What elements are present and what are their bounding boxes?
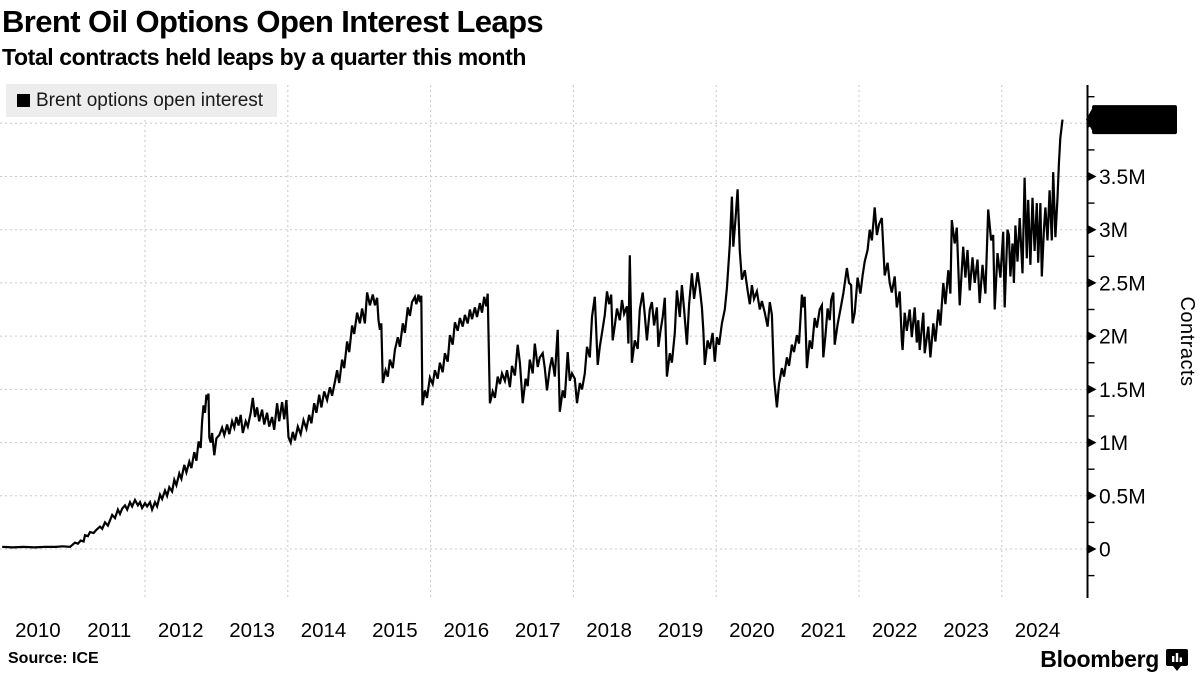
y-major-tick [1088, 278, 1097, 288]
callout-box [1092, 105, 1177, 135]
x-tick-label: 2011 [87, 619, 131, 642]
page-subtitle: Total contracts held leaps by a quarter … [2, 44, 527, 70]
x-tick-label: 2024 [1015, 619, 1061, 642]
y-major-tick [1088, 438, 1097, 448]
legend-swatch-icon [17, 94, 30, 107]
y-tick-label: 0 [1099, 539, 1111, 562]
legend-label: Brent options open interest [36, 89, 264, 111]
brand-wordmark: Bloomberg [1040, 646, 1159, 672]
y-major-tick [1088, 544, 1097, 554]
y-tick-label: 2M [1099, 326, 1128, 349]
y-tick-label: 1M [1099, 432, 1128, 455]
y-tick-label: 3.5M [1099, 166, 1146, 189]
y-axis-title: Contracts [1176, 296, 1198, 386]
y-major-tick [1088, 331, 1097, 341]
x-tick-label: 2016 [443, 619, 489, 642]
y-tick-label: 1.5M [1099, 379, 1146, 402]
x-tick-label: 2021 [800, 619, 846, 642]
y-major-tick [1088, 384, 1097, 394]
y-major-tick [1088, 491, 1097, 501]
page-title: Brent Oil Options Open Interest Leaps [2, 4, 544, 39]
x-tick-label: 2022 [872, 619, 918, 642]
legend: Brent options open interest [6, 84, 278, 117]
x-tick-label: 2014 [301, 619, 347, 642]
x-tick-label: 2019 [658, 619, 704, 642]
bloomberg-terminal-icon [1166, 648, 1188, 671]
x-tick-label: 2017 [515, 619, 561, 642]
y-tick-label: 2.5M [1099, 272, 1146, 295]
source-note: Source: ICE [8, 650, 99, 667]
x-tick-label: 2023 [943, 619, 989, 642]
y-major-tick [1088, 171, 1097, 181]
y-tick-label: 3M [1099, 219, 1128, 242]
callout-arrow-icon [1086, 107, 1093, 133]
x-tick-label: 2010 [15, 619, 61, 642]
x-tick-label: 2020 [729, 619, 775, 642]
callout-value-label: 4.035M [1098, 109, 1168, 132]
series-line [2, 119, 1064, 549]
x-tick-label: 2013 [229, 619, 275, 642]
x-tick-label: 2012 [158, 619, 204, 642]
x-tick-label: 2015 [372, 619, 418, 642]
x-tick-label: 2018 [586, 619, 632, 642]
y-major-tick [1088, 225, 1097, 235]
brand-logo: Bloomberg [1040, 646, 1188, 673]
y-tick-label: 0.5M [1099, 485, 1146, 508]
